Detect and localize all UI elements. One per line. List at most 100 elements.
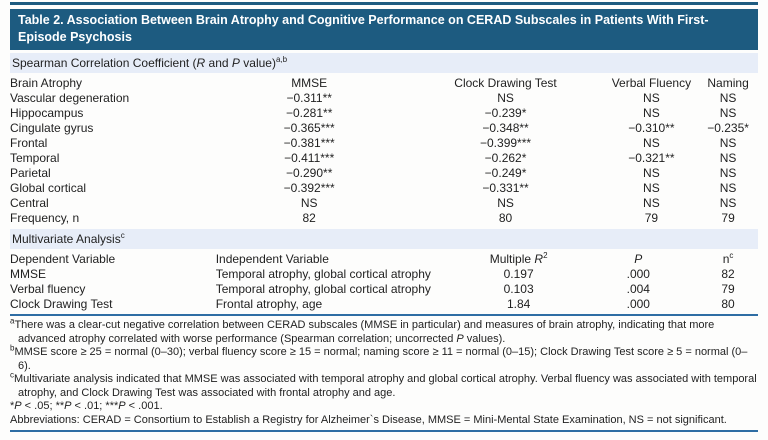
table-row: Cingulate gyrus −0.365*** −0.348** −0.31… xyxy=(10,121,758,136)
cell: NS xyxy=(643,136,660,150)
row-label: Verbal fluency xyxy=(10,282,86,296)
row-label: MMSE xyxy=(10,267,46,281)
cell: 0.197 xyxy=(503,267,534,281)
column-header-brain-atrophy: Brain Atrophy xyxy=(10,76,83,90)
cell: NS xyxy=(643,181,660,195)
footnote-a-p-italic: P xyxy=(456,332,464,345)
column-header-mmse: MMSE xyxy=(291,76,328,90)
cell: −0.262* xyxy=(484,151,527,165)
cell: NS xyxy=(643,91,660,105)
cell: −0.281** xyxy=(285,106,333,120)
cell: 79 xyxy=(721,211,735,225)
cell: Temporal atrophy, global cortical atroph… xyxy=(215,282,431,296)
cell: −0.348** xyxy=(482,121,529,135)
footnote-b-marker: b xyxy=(10,343,15,353)
table-row: Temporal −0.411*** −0.262* −0.321** NS xyxy=(10,151,758,166)
column-header-dependent-variable: Dependent Variable xyxy=(10,252,116,266)
cell: NS xyxy=(719,181,737,195)
cell: .000 xyxy=(626,267,650,281)
table-row: Hippocampus −0.281** −0.239* NS NS xyxy=(10,106,758,121)
top-rule xyxy=(10,2,758,5)
cell: NS xyxy=(643,106,660,120)
cell: 80 xyxy=(498,211,513,225)
cell: NS xyxy=(719,136,737,150)
table-title: Table 2. Association Between Brain Atrop… xyxy=(18,13,709,44)
section-heading-spearman: Spearman Correlation Coefficient (R and … xyxy=(10,53,758,73)
multivariate-table: Dependent Variable Independent Variable … xyxy=(10,249,758,312)
r2-superscript: 2 xyxy=(543,251,548,260)
row-label: Clock Drawing Test xyxy=(10,297,113,311)
spearman-heading-r-italic: R xyxy=(196,56,206,70)
row-label: Cingulate gyrus xyxy=(10,121,94,135)
cell: 0.103 xyxy=(503,282,534,296)
multivariate-heading-text: Multivariate Analysis xyxy=(12,232,121,246)
row-label: Global cortical xyxy=(10,181,87,195)
significance-legend: *P < .05; **P < .01; ***P < .001. xyxy=(10,400,163,412)
cell: 79 xyxy=(644,211,659,225)
correlation-table: Brain Atrophy MMSE Clock Drawing Test Ve… xyxy=(10,73,758,226)
row-label: Frontal xyxy=(10,136,48,150)
column-header-p-value: P xyxy=(578,249,698,267)
footnote-c: cMultivariate analysis indicated that MM… xyxy=(10,370,757,399)
cell: −0.235* xyxy=(707,121,749,135)
footnote-a: aThere was a clear-cut negative correlat… xyxy=(10,316,715,345)
table-row: Verbal fluency Temporal atrophy, global … xyxy=(10,282,758,297)
cell: .004 xyxy=(626,282,650,296)
cell: NS xyxy=(643,166,660,180)
table-row: Frequency, n 82 80 79 79 xyxy=(10,211,758,226)
cell: −0.392*** xyxy=(283,181,335,195)
multivariate-heading-superscript: c xyxy=(120,231,125,240)
cell: 80 xyxy=(721,297,735,311)
cell: .000 xyxy=(626,297,650,311)
spearman-heading-end: value) xyxy=(239,56,276,70)
cell: −0.399*** xyxy=(480,136,532,150)
table-row: Parietal −0.290** −0.249* NS NS xyxy=(10,166,758,181)
column-header-multiple-r2: Multiple R2 xyxy=(489,251,548,267)
cell: Temporal atrophy, global cortical atroph… xyxy=(215,267,431,281)
cell: NS xyxy=(719,166,737,180)
row-label: Temporal xyxy=(10,151,60,165)
column-header-naming: Naming xyxy=(707,76,749,90)
cell: NS xyxy=(719,151,737,165)
multivariate-header-row: Dependent Variable Independent Variable … xyxy=(10,249,758,267)
column-header-independent-variable: Independent Variable xyxy=(215,252,329,266)
column-header-n: nc xyxy=(722,251,734,267)
table-row: Frontal −0.381*** −0.399*** NS NS xyxy=(10,136,758,151)
column-header-clock-drawing-test: Clock Drawing Test xyxy=(454,76,557,90)
n-superscript: c xyxy=(729,251,734,260)
section-heading-multivariate: Multivariate Analysisc xyxy=(10,229,758,249)
row-label: Hippocampus xyxy=(10,106,84,120)
cell: NS xyxy=(719,91,737,105)
row-label: Vascular degeneration xyxy=(10,91,130,105)
footnote-a-marker: a xyxy=(10,316,15,326)
cell: −0.331** xyxy=(482,181,529,195)
row-label: Central xyxy=(10,196,49,210)
cell: NS xyxy=(497,196,514,210)
cell: 1.84 xyxy=(506,297,531,311)
spearman-heading-mid: and xyxy=(205,56,232,70)
cell: 82 xyxy=(721,267,735,281)
cell: −0.311** xyxy=(286,91,332,105)
cell: NS xyxy=(497,91,514,105)
table-bottom-rule xyxy=(10,314,758,316)
table-row: MMSE Temporal atrophy, global cortical a… xyxy=(10,267,758,282)
table-row: Clock Drawing Test Frontal atrophy, age … xyxy=(10,297,758,312)
spearman-heading-superscript: a,b xyxy=(275,55,288,64)
cell: NS xyxy=(719,106,737,120)
cell: NS xyxy=(719,196,737,210)
cell: −0.365*** xyxy=(283,121,335,135)
cell: NS xyxy=(300,196,318,210)
r2-italic: R xyxy=(534,252,544,266)
cell: −0.411*** xyxy=(284,151,335,165)
cell: 82 xyxy=(302,211,316,225)
footnote-c-marker: c xyxy=(10,370,14,380)
table-row: Vascular degeneration −0.311** NS NS NS xyxy=(10,91,758,106)
cell: Frontal atrophy, age xyxy=(215,297,323,311)
spearman-heading-p-italic: P xyxy=(231,56,240,70)
cell: −0.249* xyxy=(484,166,527,180)
p-italic: P xyxy=(634,252,643,266)
figure-bottom-rule xyxy=(10,430,758,432)
cell: −0.239* xyxy=(484,106,527,120)
footnote-b: bMMSE score ≥ 25 = normal (0–30); verbal… xyxy=(10,343,748,372)
